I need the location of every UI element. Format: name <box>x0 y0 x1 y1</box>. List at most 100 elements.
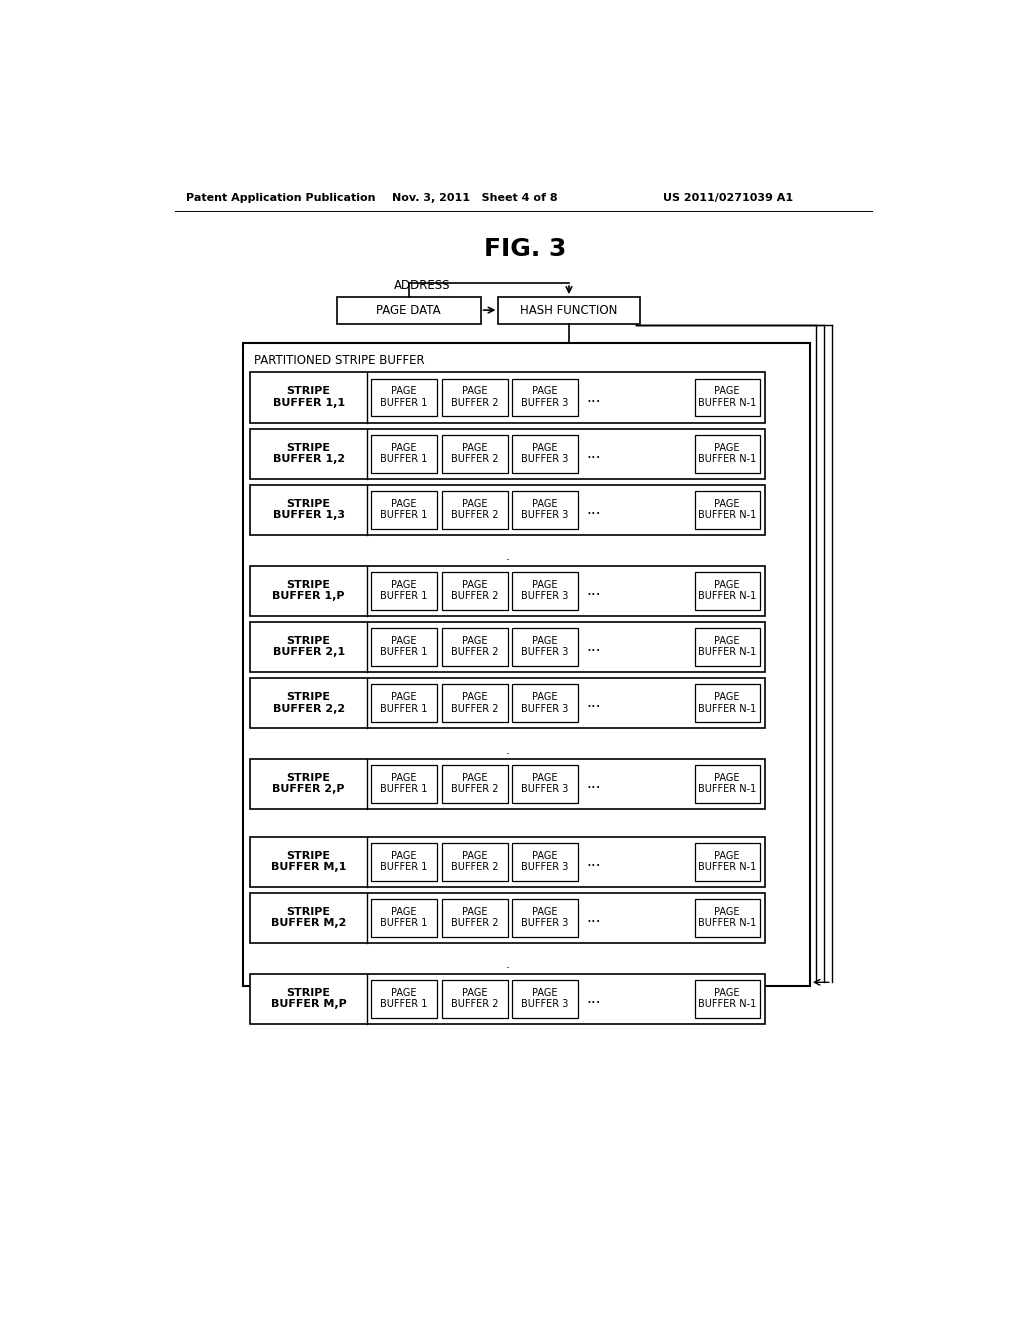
Text: PAGE
BUFFER 1: PAGE BUFFER 1 <box>380 442 428 465</box>
Bar <box>512 572 579 610</box>
Text: PAGE
BUFFER 2: PAGE BUFFER 2 <box>451 636 498 657</box>
Text: PAGE
BUFFER N-1: PAGE BUFFER N-1 <box>698 692 756 714</box>
Bar <box>251 429 765 479</box>
Bar <box>442 491 508 529</box>
Text: ...: ... <box>587 776 601 791</box>
Text: ...: ... <box>587 502 601 517</box>
Text: PAGE
BUFFER 1: PAGE BUFFER 1 <box>380 387 428 408</box>
Text: PAGE
BUFFER 1: PAGE BUFFER 1 <box>380 987 428 1010</box>
Text: FIG. 3: FIG. 3 <box>483 238 566 261</box>
Text: PAGE
BUFFER 2: PAGE BUFFER 2 <box>451 387 498 408</box>
Bar <box>372 628 437 665</box>
Bar <box>694 628 761 665</box>
Text: .
.
.: . . . <box>506 743 510 788</box>
Bar <box>442 766 508 803</box>
Bar <box>694 843 761 880</box>
Text: PAGE
BUFFER 2: PAGE BUFFER 2 <box>451 579 498 601</box>
Text: STRIPE
BUFFER 1,2: STRIPE BUFFER 1,2 <box>272 442 345 465</box>
Text: .
.
.: . . . <box>506 550 510 595</box>
Bar <box>442 684 508 722</box>
Bar <box>512 684 579 722</box>
Text: PARTITIONED STRIPE BUFFER: PARTITIONED STRIPE BUFFER <box>254 354 425 367</box>
Bar <box>372 979 437 1018</box>
Bar <box>372 434 437 473</box>
Text: PAGE
BUFFER 1: PAGE BUFFER 1 <box>380 499 428 520</box>
Text: PAGE
BUFFER N-1: PAGE BUFFER N-1 <box>698 850 756 873</box>
Text: PAGE
BUFFER 1: PAGE BUFFER 1 <box>380 636 428 657</box>
Text: STRIPE
BUFFER 1,1: STRIPE BUFFER 1,1 <box>272 387 345 408</box>
Text: HASH FUNCTION: HASH FUNCTION <box>520 304 617 317</box>
Text: PAGE
BUFFER N-1: PAGE BUFFER N-1 <box>698 499 756 520</box>
Text: PAGE
BUFFER 1: PAGE BUFFER 1 <box>380 579 428 601</box>
Text: .
.
.: . . . <box>506 958 510 1003</box>
Bar <box>512 379 579 416</box>
Bar <box>442 628 508 665</box>
Text: STRIPE
BUFFER M,2: STRIPE BUFFER M,2 <box>271 907 346 928</box>
Text: STRIPE
BUFFER 2,P: STRIPE BUFFER 2,P <box>272 772 345 795</box>
Text: STRIPE
BUFFER 2,2: STRIPE BUFFER 2,2 <box>272 692 345 714</box>
Bar <box>251 566 765 615</box>
Bar <box>512 766 579 803</box>
Bar <box>251 759 765 809</box>
Text: ...: ... <box>587 991 601 1006</box>
Bar <box>251 372 765 422</box>
Bar <box>512 491 579 529</box>
Bar <box>442 899 508 937</box>
Bar <box>372 843 437 880</box>
Bar <box>251 837 765 887</box>
Text: PAGE
BUFFER 2: PAGE BUFFER 2 <box>451 850 498 873</box>
Bar <box>243 343 810 986</box>
Bar <box>442 434 508 473</box>
Text: PAGE
BUFFER N-1: PAGE BUFFER N-1 <box>698 987 756 1010</box>
Bar <box>372 684 437 722</box>
Text: ...: ... <box>587 639 601 655</box>
Text: PAGE
BUFFER 2: PAGE BUFFER 2 <box>451 907 498 928</box>
Bar <box>372 572 437 610</box>
Text: STRIPE
BUFFER M,1: STRIPE BUFFER M,1 <box>271 850 346 873</box>
Bar <box>694 434 761 473</box>
Text: Patent Application Publication: Patent Application Publication <box>186 194 376 203</box>
Bar <box>251 974 765 1024</box>
Bar <box>694 491 761 529</box>
Text: PAGE
BUFFER 3: PAGE BUFFER 3 <box>521 692 568 714</box>
Bar <box>372 899 437 937</box>
Text: PAGE
BUFFER 2: PAGE BUFFER 2 <box>451 499 498 520</box>
Bar <box>512 434 579 473</box>
Bar <box>512 899 579 937</box>
Text: ...: ... <box>587 854 601 869</box>
Text: PAGE
BUFFER 2: PAGE BUFFER 2 <box>451 442 498 465</box>
Text: PAGE
BUFFER N-1: PAGE BUFFER N-1 <box>698 636 756 657</box>
Bar <box>251 622 765 672</box>
Bar <box>372 379 437 416</box>
Bar <box>372 766 437 803</box>
Bar <box>512 843 579 880</box>
Text: ...: ... <box>587 446 601 461</box>
Text: PAGE
BUFFER N-1: PAGE BUFFER N-1 <box>698 442 756 465</box>
Bar <box>499 297 640 323</box>
Text: PAGE DATA: PAGE DATA <box>376 304 441 317</box>
Bar <box>442 379 508 416</box>
Text: PAGE
BUFFER 1: PAGE BUFFER 1 <box>380 692 428 714</box>
Text: ...: ... <box>587 696 601 710</box>
Bar <box>694 979 761 1018</box>
Text: STRIPE
BUFFER 1,3: STRIPE BUFFER 1,3 <box>272 499 344 520</box>
Text: PAGE
BUFFER 3: PAGE BUFFER 3 <box>521 387 568 408</box>
Text: PAGE
BUFFER N-1: PAGE BUFFER N-1 <box>698 907 756 928</box>
Text: PAGE
BUFFER 3: PAGE BUFFER 3 <box>521 987 568 1010</box>
Text: Nov. 3, 2011   Sheet 4 of 8: Nov. 3, 2011 Sheet 4 of 8 <box>391 194 557 203</box>
Bar <box>251 892 765 942</box>
Text: PAGE
BUFFER 3: PAGE BUFFER 3 <box>521 907 568 928</box>
Text: ADDRESS: ADDRESS <box>394 279 451 292</box>
Text: PAGE
BUFFER 3: PAGE BUFFER 3 <box>521 636 568 657</box>
Bar <box>251 484 765 535</box>
Bar <box>694 684 761 722</box>
Text: PAGE
BUFFER 2: PAGE BUFFER 2 <box>451 772 498 795</box>
Bar <box>442 979 508 1018</box>
Bar <box>512 628 579 665</box>
Bar <box>442 572 508 610</box>
Bar <box>512 979 579 1018</box>
Bar <box>694 572 761 610</box>
Bar <box>337 297 480 323</box>
Text: PAGE
BUFFER 3: PAGE BUFFER 3 <box>521 579 568 601</box>
Text: STRIPE
BUFFER 2,1: STRIPE BUFFER 2,1 <box>272 636 345 657</box>
